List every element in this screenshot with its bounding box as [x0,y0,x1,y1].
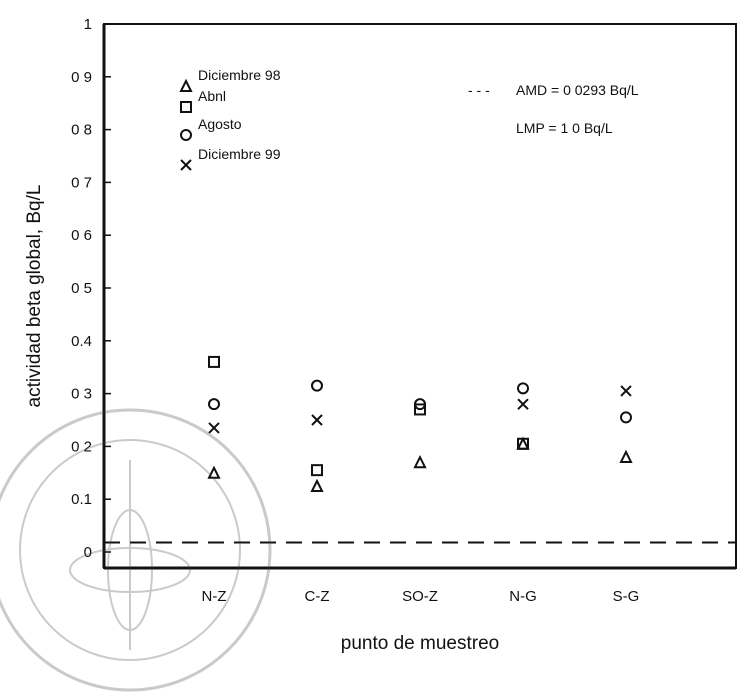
data-point-square [414,403,426,416]
y-tick-label: 0 2 [71,438,92,455]
data-point-x [208,422,220,434]
legend-label: Agosto [198,116,242,132]
data-point-triangle [413,455,427,469]
data-point-square [517,437,529,450]
data-point-x [620,385,632,397]
legend-marker-circle [180,129,192,141]
data-point-x [311,414,323,426]
data-marks [207,355,633,492]
x-tick-label: SO-Z [402,588,438,605]
legend: Diciembre 98 Abnl Agosto Diciembre 99 [179,67,281,171]
data-point-circle [517,382,529,395]
y-tick-label: 0.4 [71,333,92,350]
data-point-triangle [516,436,530,450]
legend-label: Abnl [198,88,226,104]
y-tick-label: 0 8 [71,122,92,139]
y-tick-label: 0 6 [71,227,92,244]
data-point-triangle [619,449,633,463]
data-point-circle [414,398,426,411]
lmp-label: LMP = 1 0 Bq/L [516,120,613,136]
amd-label: AMD = 0 0293 Bq/L [516,82,639,98]
data-point-square [311,464,323,477]
x-tick-label: C-Z [305,588,330,605]
y-tick-label: 0 [84,544,92,561]
y-axis-ticks: 0 0.1 0 2 0 3 0.4 0 5 0 6 0 7 0 8 0 9 1 [71,16,111,561]
x-tick-label: S-G [613,588,640,605]
x-tick-label: N-G [509,588,537,605]
y-tick-label: 1 [84,16,92,33]
legend-marker-triangle [179,78,193,92]
amd-prefix: - - - [468,82,490,98]
y-tick-label: 0.1 [71,491,92,508]
y-axis-title: actividad beta global, Bq/L [24,185,45,408]
x-tick-label: N-Z [202,588,227,605]
legend-marker-x [180,159,192,171]
y-tick-label: 0 7 [71,174,92,191]
legend-label: Diciembre 98 [198,67,281,83]
data-point-triangle [207,465,221,479]
data-point-square [208,355,220,368]
y-tick-label: 0 9 [71,69,92,86]
data-point-circle [311,379,323,392]
legend-marker-square [180,101,192,113]
x-axis-title: punto de muestreo [341,633,499,654]
legend-label: Diciembre 99 [198,146,281,162]
data-point-x [517,398,529,410]
data-point-circle [620,411,632,424]
plot-frame [103,23,737,569]
y-tick-label: 0 5 [71,280,92,297]
x-axis-ticks: N-Z C-Z SO-Z N-G S-G [202,588,640,605]
data-point-triangle [310,478,324,492]
data-point-circle [208,398,220,411]
y-tick-label: 0 3 [71,386,92,403]
beta-activity-chart: 0 0.1 0 2 0 3 0.4 0 5 0 6 0 7 0 8 0 9 1 N-Z C-Z SO-Z… [24,16,737,654]
